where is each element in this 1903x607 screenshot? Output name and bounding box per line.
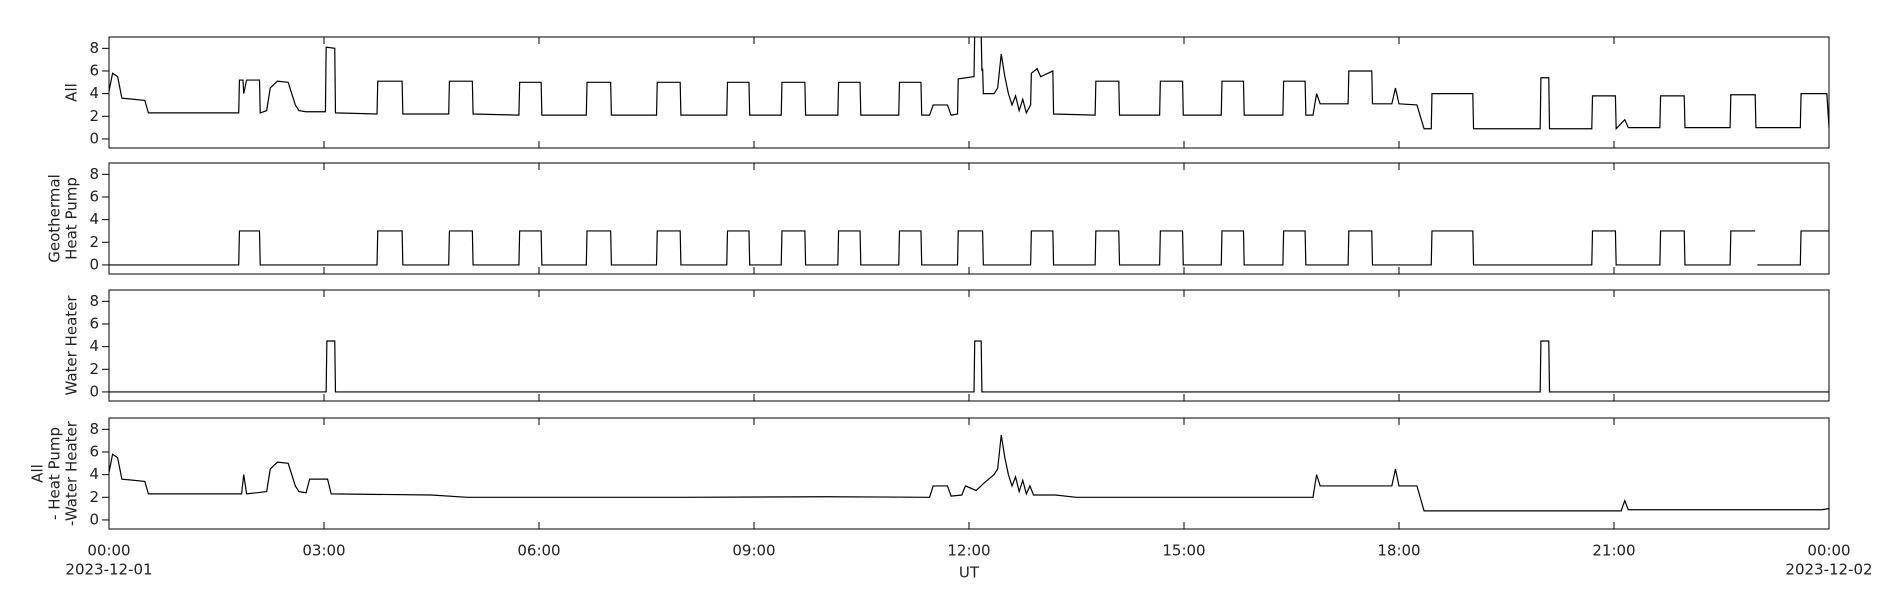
x-tick-label: 06:00 — [517, 542, 560, 560]
y-axis-label: All — [29, 464, 47, 483]
y-tick-label: 0 — [89, 129, 99, 147]
x-tick-label: 12:00 — [947, 542, 990, 560]
y-tick-label: 6 — [89, 61, 99, 79]
y-axis-label: -Water Heater — [63, 420, 81, 526]
y-tick-label: 8 — [89, 39, 99, 57]
y-axis-label: Water Heater — [63, 295, 81, 396]
y-tick-label: 2 — [89, 360, 99, 378]
y-tick-label: 8 — [89, 292, 99, 310]
x-tick-label: 21:00 — [1592, 542, 1635, 560]
x-tick-label: 03:00 — [302, 542, 345, 560]
y-tick-label: 0 — [89, 255, 99, 273]
y-tick-label: 6 — [89, 314, 99, 332]
y-tick-label: 0 — [89, 510, 99, 528]
y-axis-label: All — [63, 83, 81, 102]
y-tick-label: 8 — [89, 165, 99, 183]
y-axis-label: Geothermal — [46, 174, 64, 263]
y-tick-label: 2 — [89, 107, 99, 125]
y-tick-label: 4 — [89, 210, 99, 228]
x-tick-label: 00:00 — [1807, 542, 1850, 560]
y-axis-label: Heat Pump — [63, 177, 81, 260]
data-line — [109, 434, 1829, 512]
data-line — [109, 230, 1829, 266]
x-tick-label: 00:00 — [87, 542, 130, 560]
panel-frame — [108, 417, 1830, 530]
x-tick-label: 18:00 — [1377, 542, 1420, 560]
x-tick-label: 15:00 — [1162, 542, 1205, 560]
y-tick-label: 6 — [89, 442, 99, 460]
y-axis-label: - Heat Pump — [46, 427, 64, 520]
data-line — [109, 37, 1829, 131]
y-tick-label: 8 — [89, 420, 99, 438]
date-label: 2023-12-01 — [65, 561, 152, 579]
date-label: 2023-12-02 — [1785, 561, 1872, 579]
y-tick-label: 2 — [89, 233, 99, 251]
y-tick-label: 4 — [89, 465, 99, 483]
y-tick-label: 4 — [89, 84, 99, 102]
panel-frame — [108, 289, 1830, 402]
data-line — [109, 340, 1829, 393]
x-tick-label: 09:00 — [732, 542, 775, 560]
y-tick-label: 2 — [89, 488, 99, 506]
y-tick-label: 6 — [89, 187, 99, 205]
panel-frame — [108, 36, 1830, 149]
y-tick-label: 0 — [89, 382, 99, 400]
panel-frame — [108, 162, 1830, 275]
y-tick-label: 4 — [89, 337, 99, 355]
x-axis-label: UT — [959, 564, 980, 582]
